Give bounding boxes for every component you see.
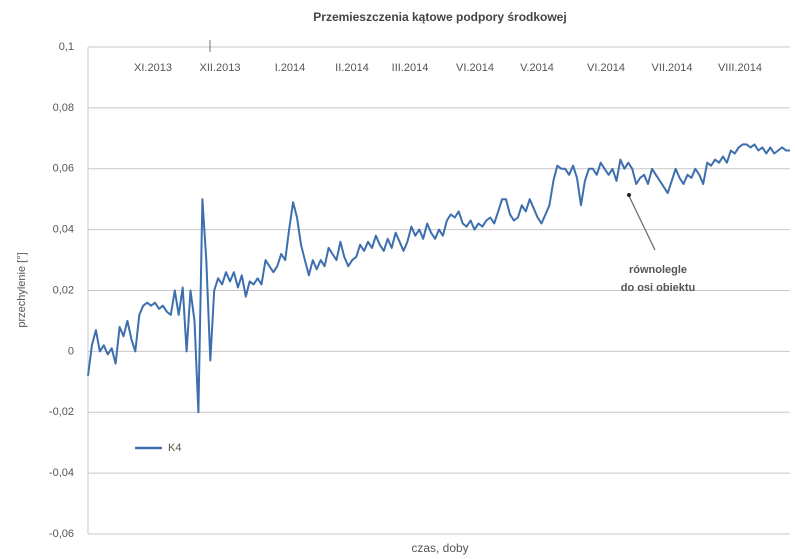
y-axis-label: przechylenie [°]	[16, 252, 28, 327]
y-tick-label: -0,04	[49, 467, 74, 479]
month-label: XI.2013	[134, 62, 172, 74]
month-label: XII.2013	[200, 62, 241, 74]
month-label: VII.2014	[652, 62, 693, 74]
y-tick-label: 0	[68, 345, 74, 357]
x-axis-label: czas, doby	[411, 541, 468, 555]
month-label: V.2014	[520, 62, 554, 74]
y-tick-label: 0,1	[59, 41, 74, 53]
data-line	[87, 143, 790, 414]
y-tick-label: -0,02	[49, 406, 74, 418]
month-label: I.2014	[275, 62, 306, 74]
y-tick-label: 0,08	[53, 102, 74, 114]
annotation: równolegle	[629, 264, 687, 276]
month-label: VI.2014	[456, 62, 494, 74]
annotation-dot	[627, 193, 631, 197]
month-label: VI.2014	[587, 62, 625, 74]
month-label: VIII.2014	[718, 62, 762, 74]
y-tick-label: 0,02	[53, 284, 74, 296]
month-label: II.2014	[335, 62, 369, 74]
y-tick-label: 0,06	[53, 163, 74, 175]
legend-label: K4	[168, 442, 181, 454]
month-label: III.2014	[392, 62, 429, 74]
chart-title: Przemieszczenia kątowe podpory środkowej	[313, 10, 566, 24]
annotation: do osi obiektu	[621, 282, 696, 294]
y-tick-label: 0,04	[53, 224, 74, 236]
y-tick-label: -0,06	[49, 528, 74, 540]
annotation-arrow	[628, 195, 656, 251]
